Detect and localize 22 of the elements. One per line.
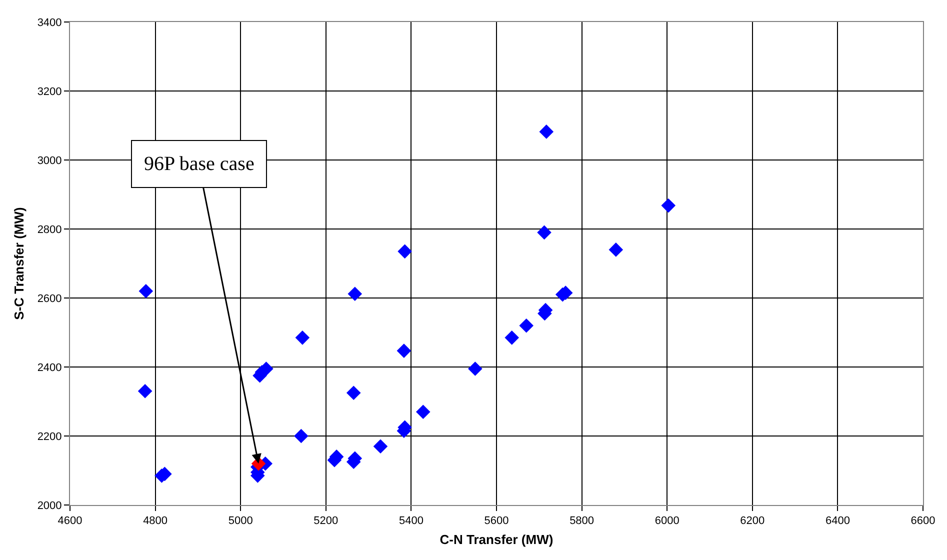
x-tick-label: 4800 bbox=[143, 515, 168, 528]
y-tick-label: 3400 bbox=[37, 16, 62, 29]
annotation: 96P base case bbox=[144, 153, 254, 175]
y-tick-label: 3200 bbox=[37, 86, 62, 98]
y-tick-label: 2000 bbox=[37, 500, 62, 512]
x-tick-label: 6000 bbox=[654, 515, 680, 528]
x-axis-title: C-N Transfer (MW) bbox=[440, 532, 554, 547]
x-tick-label: 5400 bbox=[398, 515, 424, 528]
x-tick-label: 6200 bbox=[740, 515, 765, 528]
y-axis-title: S-C Transfer (MW) bbox=[11, 207, 26, 320]
x-tick-label: 5200 bbox=[314, 515, 338, 528]
y-tick-label: 2600 bbox=[37, 292, 62, 305]
x-tick-label: 6600 bbox=[910, 515, 936, 528]
x-tick-label: 5600 bbox=[484, 515, 509, 528]
x-tick-label: 6400 bbox=[825, 515, 850, 528]
y-tick-label: 2800 bbox=[37, 224, 62, 236]
y-tick-label: 2400 bbox=[37, 362, 62, 374]
x-tick-label: 4600 bbox=[58, 515, 82, 528]
x-tick-label: 5800 bbox=[570, 515, 594, 528]
y-tick-label: 3000 bbox=[37, 154, 62, 167]
y-tick-label: 2200 bbox=[37, 430, 62, 443]
x-tick-label: 5000 bbox=[228, 515, 253, 528]
